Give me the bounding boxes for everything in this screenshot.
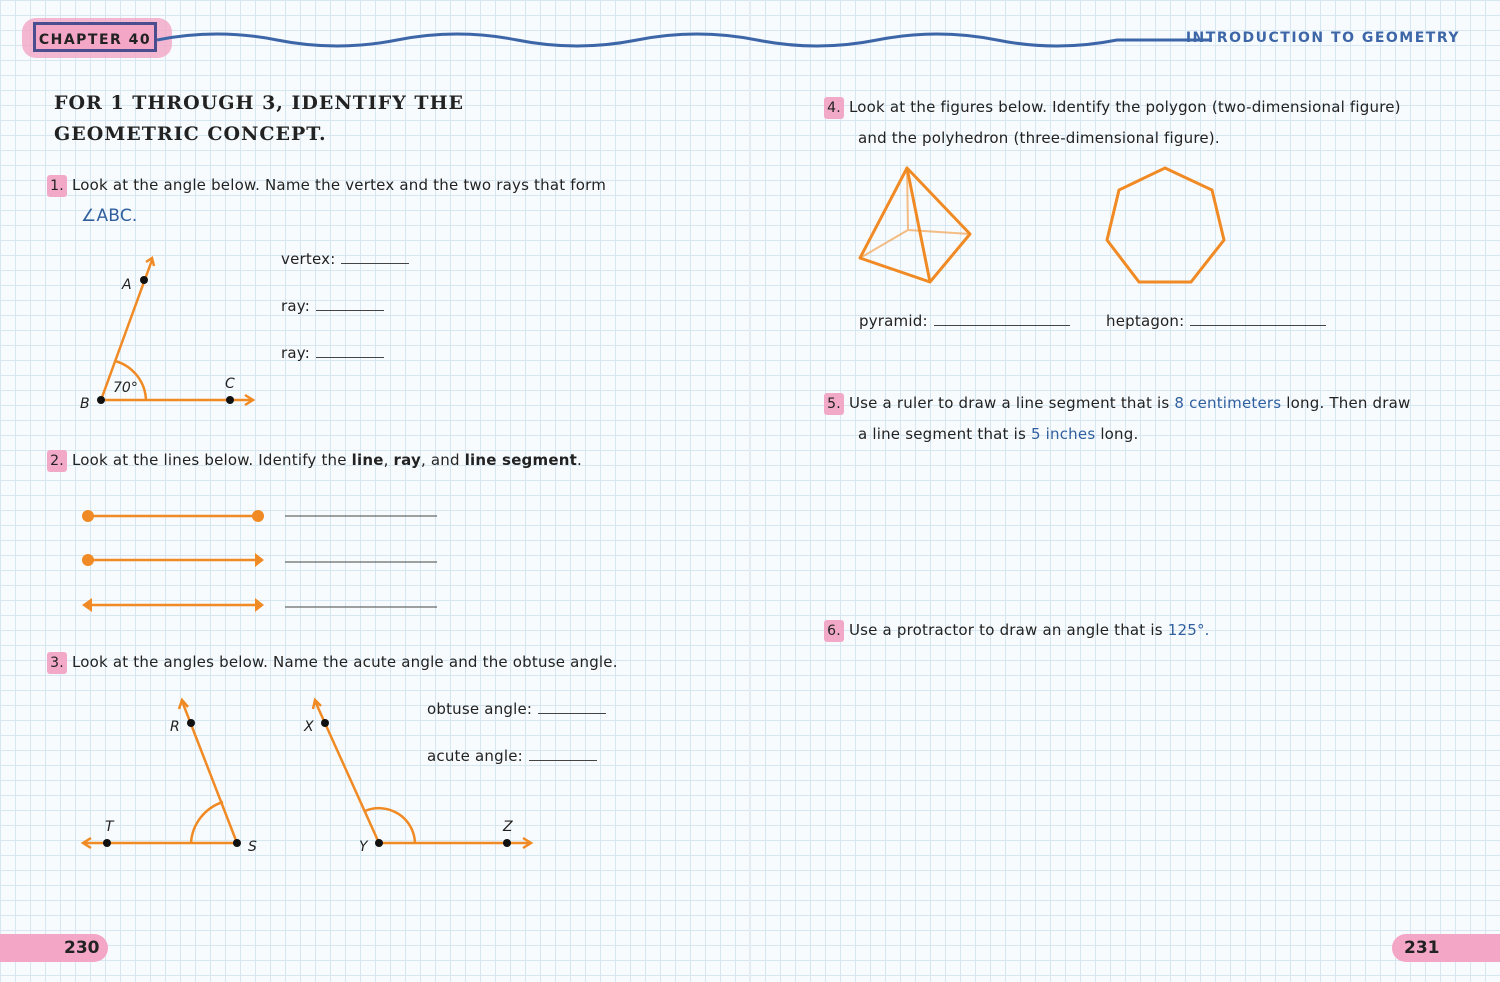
question-text: Look at the angles below. Name the acute… <box>71 653 618 671</box>
answer-label: obtuse angle: <box>427 700 533 718</box>
label-a: A <box>121 277 132 293</box>
lines-diagram <box>82 510 437 612</box>
line-figure <box>82 598 264 612</box>
question-number: 4. <box>824 97 844 119</box>
line-segment-figure <box>82 510 264 522</box>
answer-blank[interactable] <box>538 713 607 714</box>
answer-label: ray: <box>281 344 310 362</box>
question-text: Look at the figures below. Identify the … <box>848 98 1401 116</box>
answer-heptagon: heptagon: <box>1106 312 1327 330</box>
answer-label: ray: <box>281 297 310 315</box>
term-line: line <box>351 451 384 469</box>
page-number-right: 231 <box>1392 934 1500 962</box>
answer-label: pyramid: <box>859 312 928 330</box>
question-text: a line segment that is <box>858 425 1026 443</box>
answer-blank[interactable] <box>1190 325 1327 326</box>
question-5: 5. Use a ruler to draw a line segment th… <box>824 388 1464 450</box>
point-b <box>97 396 105 404</box>
answer-ray-2: ray: <box>281 344 384 362</box>
question-3: 3. Look at the angles below. Name the ac… <box>47 652 618 674</box>
angle-abc-diagram: A B C 70° <box>80 255 256 412</box>
question-text: Look at the lines below. Identify the <box>71 451 347 469</box>
question-2: 2. Look at the lines below. Identify the… <box>47 450 582 472</box>
wavy-header-line <box>157 32 1212 48</box>
answer-label: acute angle: <box>427 747 523 765</box>
page-gutter <box>749 0 751 982</box>
question-4: 4. Look at the figures below. Identify t… <box>824 92 1464 154</box>
chapter-label: CHAPTER 40 <box>33 22 157 52</box>
label-b: B <box>80 396 90 412</box>
label-z: Z <box>502 819 513 835</box>
question-text: Use a ruler to draw a line segment that … <box>848 394 1170 412</box>
question-1: 1. Look at the angle below. Name the ver… <box>47 170 607 232</box>
label-t: T <box>105 819 115 835</box>
question-text: and the polyhedron (three-dimensional fi… <box>858 129 1220 147</box>
answer-blank[interactable] <box>341 263 410 264</box>
answer-blank[interactable] <box>528 760 597 761</box>
question-text: and <box>430 451 460 469</box>
measurement-cm: 8 centimeters <box>1174 394 1282 412</box>
question-text: . <box>576 451 582 469</box>
question-6: 6. Use a protractor to draw an angle tha… <box>824 620 1210 642</box>
answer-ray-1: ray: <box>281 297 384 315</box>
page-number-left: 230 <box>0 934 108 962</box>
question-text: long. Then draw <box>1286 394 1411 412</box>
measurement-inches: 5 inches <box>1030 425 1096 443</box>
question-number: 2. <box>47 450 67 472</box>
answer-acute: acute angle: <box>427 747 597 765</box>
label-r: R <box>170 719 180 735</box>
term-ray: ray <box>393 451 421 469</box>
pyramid-figure <box>858 166 972 284</box>
question-number: 3. <box>47 652 67 674</box>
section-title: INTRODUCTION TO GEOMETRY <box>1185 30 1460 46</box>
angle-value: 125°. <box>1167 621 1210 639</box>
obtuse-angle-rts <box>80 697 241 850</box>
angle-arc <box>114 359 148 401</box>
answer-blank[interactable] <box>316 357 384 358</box>
answer-label: heptagon: <box>1106 312 1185 330</box>
angle-reference: ∠ABC. <box>81 206 138 226</box>
label-angle: 70° <box>113 380 138 396</box>
arrowhead <box>145 255 156 267</box>
angles-diagram: R T S X Y Z <box>80 697 534 855</box>
answer-label: vertex: <box>281 250 336 268</box>
question-number: 1. <box>47 175 67 197</box>
acute-angle-xyz <box>311 697 534 850</box>
question-text: Use a protractor to draw an angle that i… <box>848 621 1163 639</box>
question-number: 5. <box>824 393 844 415</box>
point-a <box>140 276 148 284</box>
label-c: C <box>225 376 235 392</box>
answer-obtuse: obtuse angle: <box>427 700 607 718</box>
label-y: Y <box>359 839 369 855</box>
label-s: S <box>248 839 257 855</box>
label-x: X <box>303 719 314 735</box>
answer-vertex: vertex: <box>281 250 410 268</box>
ray-figure <box>82 553 264 567</box>
point-c <box>226 396 234 404</box>
question-number: 6. <box>824 620 844 642</box>
question-text: Look at the angle below. Name the vertex… <box>71 176 607 194</box>
term-line-segment: line segment <box>464 451 577 469</box>
answer-pyramid: pyramid: <box>859 312 1070 330</box>
arrowhead <box>244 393 256 407</box>
instruction-heading: FOR 1 THROUGH 3, IDENTIFY THE GEOMETRIC … <box>54 92 465 145</box>
answer-blank[interactable] <box>316 310 384 311</box>
answer-blank[interactable] <box>933 325 1070 326</box>
figures-diagram <box>858 166 1226 284</box>
heptagon-figure <box>1105 166 1226 284</box>
question-text: long. <box>1100 425 1139 443</box>
